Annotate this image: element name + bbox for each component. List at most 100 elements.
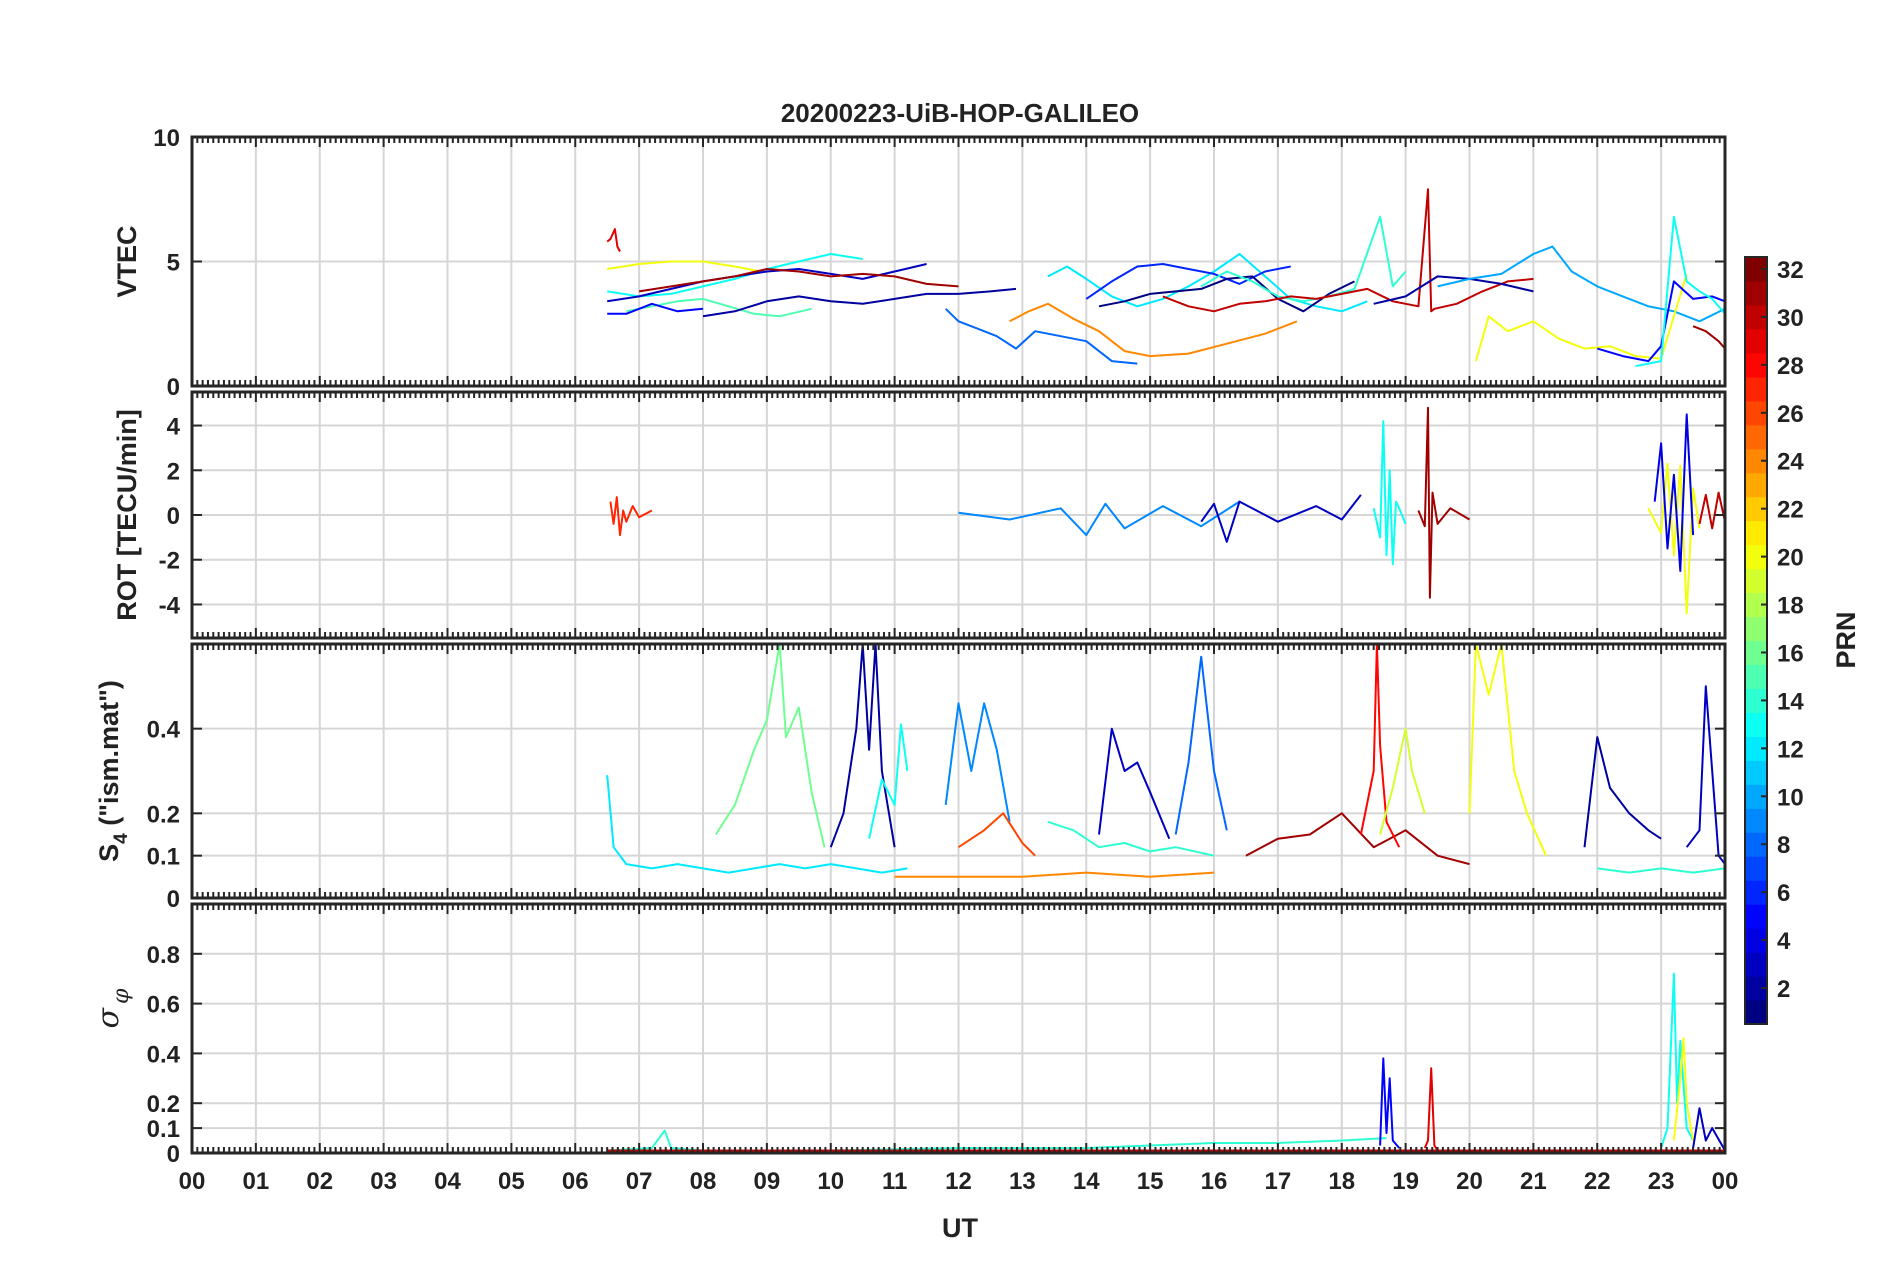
x-tick-label: 13 (1009, 1168, 1036, 1195)
colorbar-swatch (1745, 952, 1767, 977)
colorbar-swatch (1745, 400, 1767, 426)
series-line-prn-20 (607, 260, 761, 273)
colorbar-swatch (1745, 472, 1767, 498)
series-line-prn-3 (607, 263, 927, 303)
colorbar-tick-label: 26 (1777, 401, 1804, 428)
series-line-prn-31 (638, 268, 959, 293)
series-line-prn-3 (1692, 1107, 1725, 1151)
series-line-prn-26 (957, 812, 1036, 857)
series-group (606, 188, 1725, 368)
series-line-prn-30 (1698, 491, 1725, 530)
colorbar-swatch (1745, 257, 1767, 282)
x-axis: 00 01 02 03 04 05 06 07 08 09 10 11 12 13 14 15 16 17 18 19… (179, 1168, 1739, 1195)
colorbar-swatch (1745, 712, 1767, 737)
colorbar-swatch (1745, 544, 1767, 570)
x-axis-label: UT (942, 1213, 978, 1243)
series-line-prn-13 (607, 253, 863, 298)
series-line-prn-5 (1379, 1057, 1400, 1149)
colorbar-tick-label: 24 (1777, 449, 1804, 476)
y-tick-label: 5 (167, 250, 180, 277)
colorbar-label: PRN (1831, 611, 1861, 668)
colorbar-swatch (1745, 496, 1767, 522)
x-tick-label: 16 (1201, 1168, 1228, 1195)
y-tick-label: 0.8 (147, 942, 180, 969)
y-tick-label: 2 (167, 458, 180, 485)
panel-vtec: 0 5 10 VTEC (112, 125, 1727, 401)
y-axis-label: σφ (91, 988, 134, 1028)
colorbar-swatch (1745, 640, 1767, 666)
series-line-prn-24 (1009, 302, 1298, 358)
x-tick-label: 06 (562, 1168, 589, 1195)
colorbar-swatch (1745, 520, 1767, 546)
x-tick-label: 23 (1648, 1168, 1675, 1195)
x-tick-label: 01 (243, 1168, 270, 1195)
series-line-prn-27 (609, 496, 653, 537)
series-line-prn-20 (1474, 273, 1688, 362)
series-line-prn-20 (1468, 644, 1548, 857)
series-line-prn-2 (1373, 275, 1534, 305)
colorbar-swatch (1745, 904, 1767, 929)
colorbar-tick-label: 6 (1777, 880, 1790, 907)
colorbar-swatch (1745, 568, 1767, 594)
colorbar-swatch (1745, 448, 1767, 474)
panel-sigma_phi: 00.10.2 0.4 0.6 0.8 σφ (91, 902, 1727, 1168)
x-tick-label: 07 (626, 1168, 653, 1195)
colorbar-tick-label: 2 (1777, 976, 1790, 1003)
series-line-prn-24 (894, 871, 1215, 878)
colorbar-swatch (1745, 424, 1767, 450)
series-line-prn-31 (1692, 325, 1725, 350)
panel-rot: -4 -2 0 2 4 ROT [TECU/min] (112, 390, 1727, 640)
series-line-prn-2 (829, 644, 896, 848)
colorbar-frame (1744, 256, 1768, 1025)
series-line-prn-29 (1423, 1067, 1439, 1152)
series-line-prn-31 (1245, 812, 1470, 866)
x-tick-label: 00 (179, 1168, 206, 1195)
series-line-prn-29 (606, 228, 621, 252)
chart-title: 20200223-UiB-HOP-GALILEO (781, 98, 1139, 128)
series-line-prn-31 (1417, 406, 1471, 599)
colorbar-swatch (1745, 736, 1767, 761)
series-line-prn-28 (1359, 644, 1401, 848)
colorbar-swatch (1745, 664, 1767, 690)
y-axis-label: VTEC (112, 225, 142, 297)
x-tick-label: 20 (1456, 1168, 1483, 1195)
colorbar-swatch (1745, 760, 1767, 785)
colorbar-tick-label: 30 (1777, 305, 1804, 332)
series-line-prn-12 (606, 775, 908, 874)
colorbar-tick-label: 8 (1777, 832, 1790, 859)
y-tick-label: 4 (167, 414, 181, 441)
y-tick-label: 0.6 (147, 992, 180, 1019)
colorbar-swatch (1745, 376, 1767, 402)
series-line-prn-13 (868, 723, 909, 839)
series-line-prn-6 (1085, 263, 1291, 300)
y-tick-label: -4 (159, 592, 181, 619)
colorbar-tick-label: 18 (1777, 593, 1804, 620)
series-line-prn-3 (1200, 494, 1362, 543)
x-tick-label: 12 (945, 1168, 972, 1195)
series-line-prn-20 (1672, 1037, 1695, 1141)
series-line-prn-3 (1685, 685, 1725, 865)
series-line-prn-8 (945, 308, 1138, 365)
colorbar-swatch (1745, 832, 1767, 857)
y-tick-label: 0 (167, 886, 180, 913)
y-tick-label: 0.1 (147, 844, 180, 871)
colorbar-swatch (1745, 808, 1767, 833)
series-line-prn-13 (1372, 420, 1407, 566)
x-tick-label: 10 (817, 1168, 844, 1195)
x-tick-label: 22 (1584, 1168, 1611, 1195)
colorbar-tick-label: 16 (1777, 640, 1804, 667)
x-tick-label: 02 (306, 1168, 333, 1195)
colorbar-swatch (1745, 688, 1767, 714)
series-line-prn-5 (607, 302, 704, 315)
y-axis-label: S4 ("ism.mat") (94, 680, 132, 862)
series-line-prn-13 (1635, 215, 1725, 368)
series-line-prn-4 (1653, 413, 1695, 572)
x-tick-label: 03 (370, 1168, 397, 1195)
y-tick-label: 0 (167, 503, 180, 530)
x-tick-label: 21 (1520, 1168, 1547, 1195)
series-line-prn-8 (1174, 655, 1228, 835)
series-line-prn-19 (1379, 727, 1426, 835)
colorbar-swatch (1745, 880, 1767, 905)
